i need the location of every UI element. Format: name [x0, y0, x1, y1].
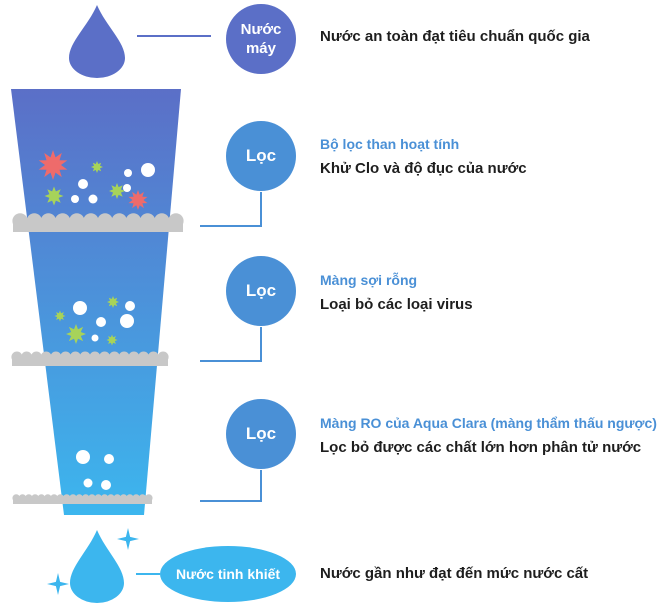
contaminants-stage-1 — [38, 150, 155, 210]
stage-2-title: Màng sợi rỗng — [320, 272, 418, 288]
stage-3-text: Màng RO của Aqua Clara (màng thẩm thấu n… — [320, 414, 670, 458]
stage-2-text: Màng sợi rỗng Loại bỏ các loại virus — [320, 271, 670, 315]
filter-layer-1 — [12, 213, 184, 232]
filter-badge-stage-1: Lọc — [226, 121, 296, 191]
stage-1-title: Bộ lọc than hoạt tính — [320, 136, 460, 152]
tap-water-badge: Nước máy — [226, 4, 296, 74]
virus-icon — [66, 324, 86, 344]
contaminants-stage-3 — [76, 450, 114, 490]
particle-icon — [124, 169, 132, 177]
virus-icon — [44, 186, 64, 206]
filter-funnel — [11, 89, 181, 515]
particle-icon — [120, 314, 134, 328]
particle-icon — [71, 195, 79, 203]
filter-badge-stage-3: Lọc — [226, 399, 296, 469]
stage-2-connector-line — [200, 327, 262, 362]
tap-water-drop-icon — [69, 5, 125, 78]
sparkle-icon — [47, 573, 69, 595]
tap-water-label-line2: máy — [245, 40, 276, 57]
filter-badge-stage-2: Lọc — [226, 256, 296, 326]
particle-icon — [83, 478, 93, 488]
stage-1-connector-line — [200, 192, 262, 227]
pure-water-badge: Nước tinh khiết — [160, 546, 296, 602]
contaminants-stage-2 — [54, 296, 135, 346]
bacteria-icon — [38, 150, 68, 180]
particle-icon — [78, 179, 88, 189]
particle-icon — [91, 334, 99, 342]
stage-1-description: Khử Clo và độ đục của nước — [320, 160, 527, 177]
filter-bar — [13, 498, 152, 504]
stage-3-description: Lọc bỏ được các chất lớn hơn phân tử nướ… — [320, 439, 642, 456]
stage-3-title: Màng RO của Aqua Clara (màng thẩm thấu n… — [320, 415, 657, 431]
filter-bar — [12, 357, 168, 366]
stage-1-text: Bộ lọc than hoạt tính Khử Clo và độ đục … — [320, 135, 670, 179]
sparkle-icon — [117, 528, 139, 550]
particle-icon — [88, 194, 98, 204]
particle-icon — [76, 450, 90, 464]
virus-icon — [109, 183, 125, 199]
filter-layer-2 — [11, 351, 169, 366]
virus-icon — [106, 334, 118, 346]
stage-3-connector-line — [200, 470, 262, 502]
particle-icon — [141, 163, 155, 177]
tap-water-description: Nước an toàn đạt tiêu chuẩn quốc gia — [320, 28, 590, 45]
particle-icon — [96, 317, 106, 327]
particle-icon — [104, 454, 114, 464]
filter-layer-3 — [12, 494, 153, 504]
particle-icon — [123, 184, 131, 192]
tap-water-label-line1: Nước — [240, 21, 282, 38]
pure-water-description: Nước gần như đạt đến mức nước cất — [320, 565, 589, 582]
filter-bar — [13, 221, 183, 232]
particle-icon — [125, 301, 135, 311]
particle-icon — [73, 301, 87, 315]
bacteria-icon — [128, 190, 148, 210]
particle-icon — [101, 480, 111, 490]
virus-icon — [54, 310, 66, 322]
stage-2-description: Loại bỏ các loại virus — [320, 296, 473, 313]
virus-icon — [107, 296, 119, 308]
virus-icon — [91, 161, 103, 173]
pure-water-drop-icon — [70, 530, 124, 603]
